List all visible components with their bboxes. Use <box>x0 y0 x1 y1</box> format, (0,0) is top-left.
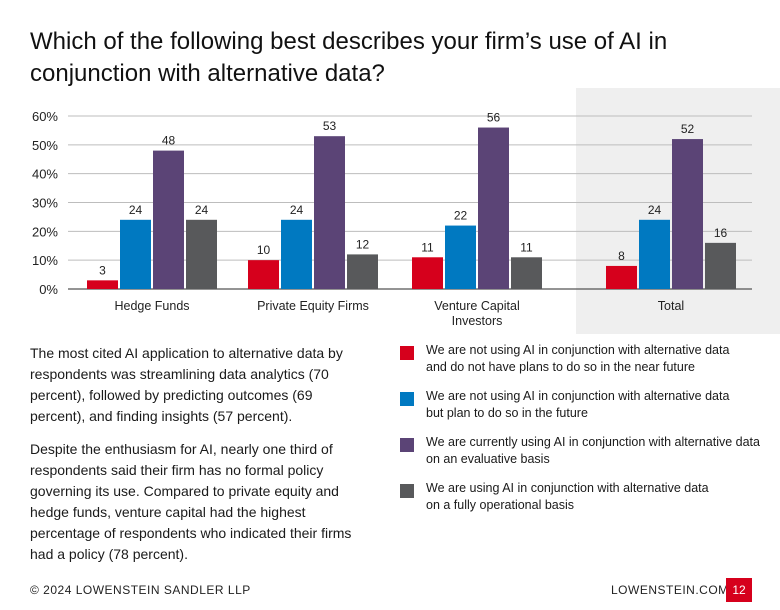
body-paragraph-2: Despite the enthusiasm for AI, nearly on… <box>30 441 352 562</box>
bar <box>186 219 217 289</box>
y-tick-label: 0% <box>39 282 58 297</box>
bar-chart: 0% 10% 20% 30% 40% 50% 60% 3 24 48 24 Hedge Funds 10… <box>32 88 780 334</box>
data-label: 24 <box>129 203 143 217</box>
legend-swatch <box>400 438 414 452</box>
y-tick-label: 10% <box>32 253 58 268</box>
bar <box>606 265 637 289</box>
bar <box>153 150 184 289</box>
legend-label: We are using AI in conjunction with alte… <box>426 480 766 514</box>
category-label: Private Equity Firms <box>257 299 369 313</box>
data-label: 53 <box>323 119 337 133</box>
data-label: 16 <box>714 226 728 240</box>
y-tick-label: 30% <box>32 196 58 211</box>
data-label: 24 <box>648 203 662 217</box>
category-label: Hedge Funds <box>114 299 189 313</box>
legend-label-line1: We are not using AI in conjunction with … <box>426 389 730 403</box>
legend-label: We are currently using AI in conjunction… <box>426 434 766 468</box>
y-tick-label: 40% <box>32 167 58 182</box>
bar <box>314 136 345 289</box>
bar <box>639 219 670 289</box>
bar <box>672 139 703 289</box>
legend-label-line2: on an evaluative basis <box>426 452 550 466</box>
bar <box>248 260 279 289</box>
category-label: Venture Capital <box>434 299 519 313</box>
legend-label-line1: We are using AI in conjunction with alte… <box>426 481 709 495</box>
data-label: 52 <box>681 122 695 136</box>
data-label: 24 <box>195 203 209 217</box>
data-label: 11 <box>421 240 434 254</box>
legend-swatch <box>400 484 414 498</box>
chart-title: Which of the following best describes yo… <box>30 28 668 87</box>
bar <box>511 257 542 289</box>
data-label: 24 <box>290 203 304 217</box>
y-tick-label: 20% <box>32 224 58 239</box>
data-label: 56 <box>487 111 501 125</box>
legend-swatch <box>400 346 414 360</box>
bar <box>281 219 312 289</box>
legend-label: We are not using AI in conjunction with … <box>426 388 766 422</box>
bar <box>412 257 443 289</box>
bar <box>87 280 118 289</box>
data-label: 12 <box>356 237 370 251</box>
y-tick-label: 60% <box>32 109 58 124</box>
legend-swatch <box>400 392 414 406</box>
bar <box>705 242 736 289</box>
bar <box>478 127 509 290</box>
category-label: Total <box>658 299 684 313</box>
bar <box>347 254 378 289</box>
legend-label-line2: on a fully operational basis <box>426 498 575 512</box>
data-label: 8 <box>618 249 625 263</box>
footer-copyright: © 2024 LOWENSTEIN SANDLER LLP <box>30 583 251 597</box>
data-label: 22 <box>454 209 468 223</box>
legend-label-line2: but plan to do so in the future <box>426 406 588 420</box>
footer-website-link[interactable]: LOWENSTEIN.COM <box>611 583 729 597</box>
data-label: 3 <box>99 263 106 277</box>
page-number-badge: 12 <box>726 578 752 602</box>
bar <box>120 219 151 289</box>
y-tick-label: 50% <box>32 138 58 153</box>
data-label: 11 <box>520 240 533 254</box>
legend-label: We are not using AI in conjunction with … <box>426 342 766 376</box>
data-label: 48 <box>162 134 176 148</box>
category-label: Investors <box>452 314 503 328</box>
bar <box>445 225 476 289</box>
body-paragraph-1: The most cited AI application to alterna… <box>30 345 343 424</box>
legend-label-line2: and do not have plans to do so in the ne… <box>426 360 695 374</box>
data-label: 10 <box>257 243 271 257</box>
legend-label-line1: We are not using AI in conjunction with … <box>426 343 730 357</box>
legend-label-line1: We are currently using AI in conjunction… <box>426 435 760 449</box>
